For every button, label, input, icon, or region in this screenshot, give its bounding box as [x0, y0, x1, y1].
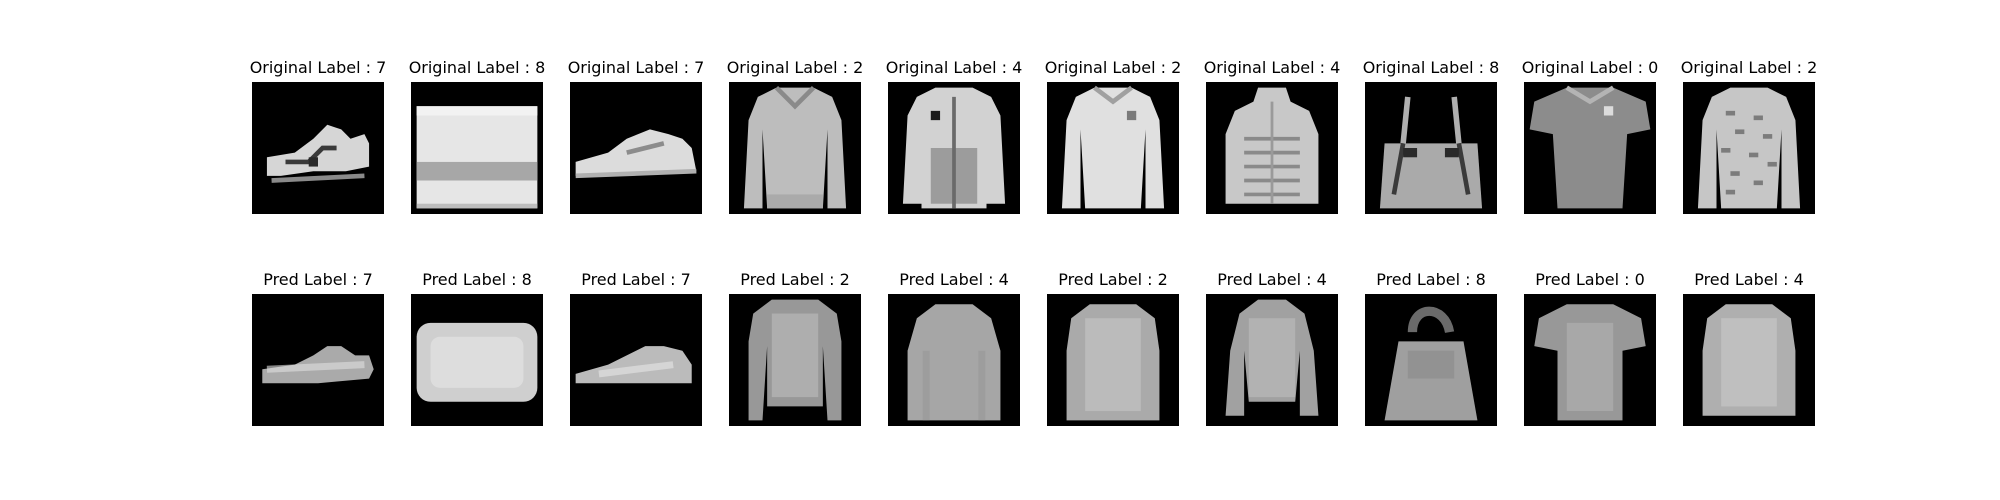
original-label-title: Original Label : 2 [1680, 58, 1818, 77]
pred-label-title: Pred Label : 8 [1376, 270, 1486, 289]
original-label-title: Original Label : 8 [408, 58, 546, 77]
pred-image [729, 294, 861, 426]
original-image [888, 82, 1020, 214]
original-label-title: Original Label : 2 [726, 58, 864, 77]
original-label-title: Original Label : 4 [1203, 58, 1341, 77]
pred-label-title: Pred Label : 2 [740, 270, 850, 289]
original-image [1365, 82, 1497, 214]
pred-label-title: Pred Label : 2 [1058, 270, 1168, 289]
original-image [1206, 82, 1338, 214]
original-label-title: Original Label : 4 [885, 58, 1023, 77]
pred-label-title: Pred Label : 7 [263, 270, 373, 289]
original-image [411, 82, 543, 214]
pred-image [888, 294, 1020, 426]
pred-image [1365, 294, 1497, 426]
original-label-title: Original Label : 0 [1521, 58, 1659, 77]
pred-image [1683, 294, 1815, 426]
original-label-title: Original Label : 7 [249, 58, 387, 77]
original-label-title: Original Label : 8 [1362, 58, 1500, 77]
pred-image [252, 294, 384, 426]
original-label-title: Original Label : 2 [1044, 58, 1182, 77]
original-image [570, 82, 702, 214]
pred-image [411, 294, 543, 426]
pred-image [1524, 294, 1656, 426]
original-image [1683, 82, 1815, 214]
original-image [729, 82, 861, 214]
pred-image [1047, 294, 1179, 426]
original-image [1047, 82, 1179, 214]
original-label-title: Original Label : 7 [567, 58, 705, 77]
pred-label-title: Pred Label : 4 [1694, 270, 1804, 289]
pred-image [570, 294, 702, 426]
pred-label-title: Pred Label : 0 [1535, 270, 1645, 289]
original-image [1524, 82, 1656, 214]
pred-label-title: Pred Label : 4 [899, 270, 1009, 289]
pred-label-title: Pred Label : 4 [1217, 270, 1327, 289]
pred-label-title: Pred Label : 8 [422, 270, 532, 289]
original-image [252, 82, 384, 214]
pred-label-title: Pred Label : 7 [581, 270, 691, 289]
pred-image [1206, 294, 1338, 426]
